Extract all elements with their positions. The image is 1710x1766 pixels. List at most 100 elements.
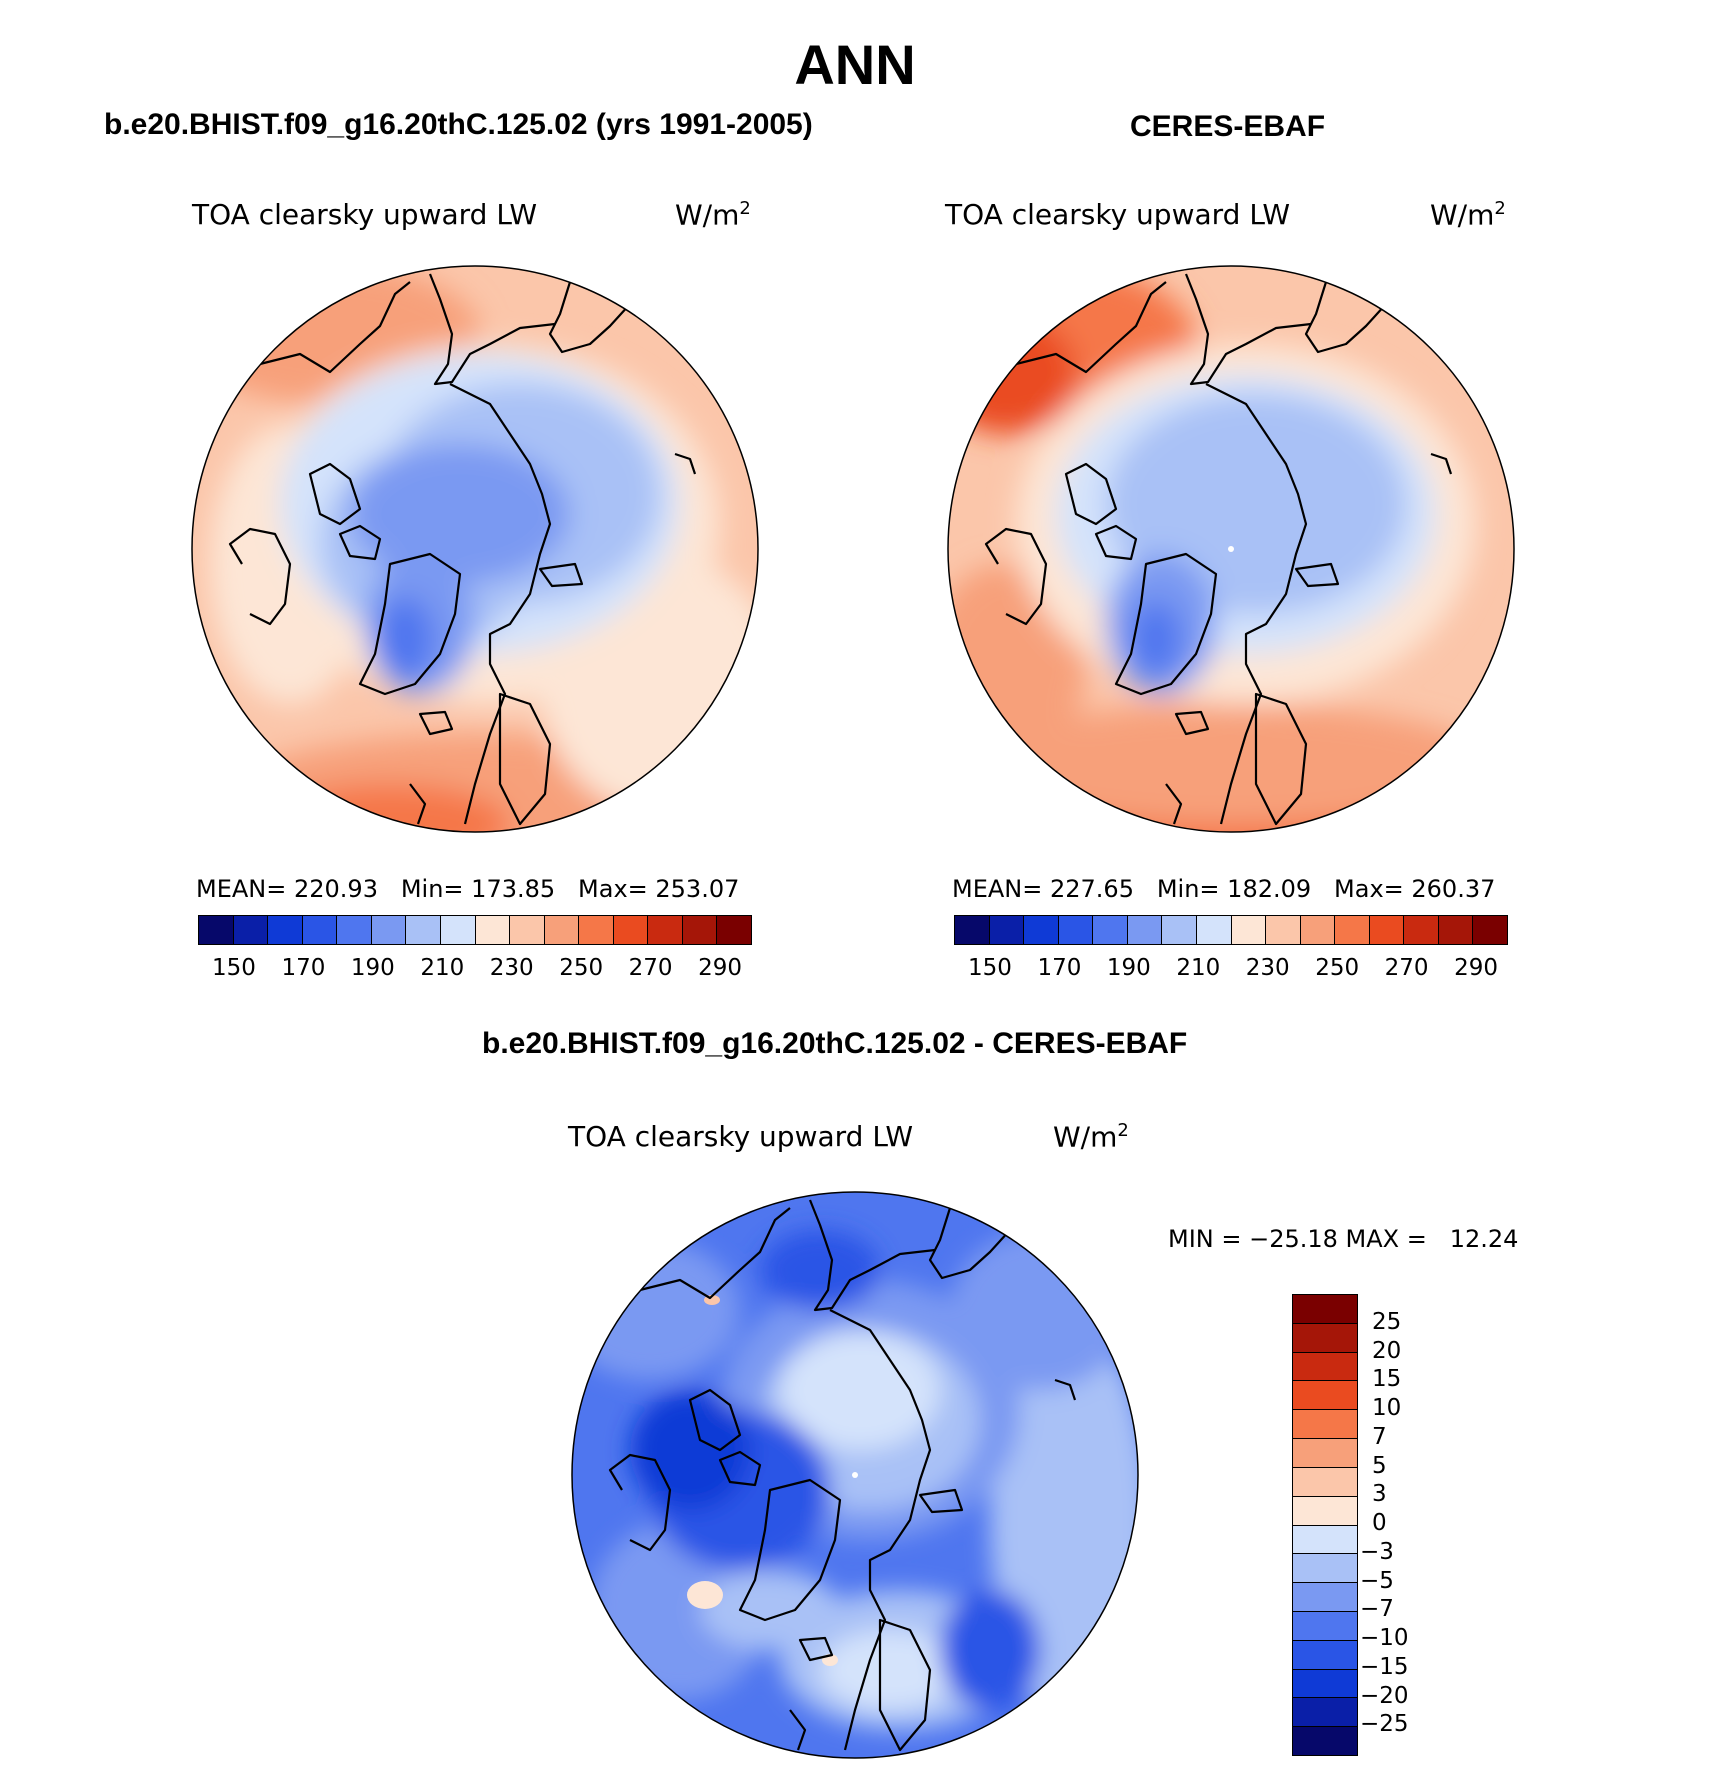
colorbar-swatch bbox=[1266, 916, 1301, 944]
colorbar-swatch bbox=[1024, 916, 1059, 944]
diff-stats: MIN = −25.18 MAX = 12.24 bbox=[1168, 1225, 1519, 1253]
colorbar-swatch bbox=[544, 916, 580, 944]
model-polar-map bbox=[191, 265, 759, 833]
obs-colorbar-ticks: 150 170 190 210 230 250 270 290 bbox=[968, 955, 1498, 981]
obs-unit-label: W/m2 bbox=[1430, 198, 1506, 232]
colorbar-tick: 0 bbox=[1372, 1510, 1387, 1536]
model-colorbar-ticks: 150 170 190 210 230 250 270 290 bbox=[212, 955, 742, 981]
colorbar-tick: −7 bbox=[1360, 1596, 1394, 1623]
colorbar-tick: 210 bbox=[420, 955, 465, 981]
colorbar-swatch bbox=[682, 916, 718, 944]
model-colorbar bbox=[198, 915, 752, 945]
colorbar-tick: −20 bbox=[1360, 1682, 1409, 1709]
colorbar-swatch bbox=[1293, 1583, 1357, 1612]
colorbar-swatch bbox=[233, 916, 269, 944]
colorbar-swatch bbox=[1127, 916, 1163, 944]
colorbar-tick: 270 bbox=[1384, 955, 1429, 981]
diff-colorbar-ticks: 25 20 15 10 7 5 3 0 −3 −5 −7 −10 −15 −20 −25 bbox=[1360, 1294, 1492, 1754]
colorbar-swatch bbox=[717, 916, 751, 944]
obs-panel-title: CERES-EBAF bbox=[1130, 110, 1326, 143]
model-unit-label: W/m2 bbox=[675, 198, 751, 232]
colorbar-tick: −3 bbox=[1360, 1538, 1394, 1565]
colorbar-swatch bbox=[1293, 1669, 1357, 1699]
colorbar-swatch bbox=[1293, 1496, 1357, 1526]
colorbar-swatch bbox=[1162, 916, 1197, 944]
colorbar-tick: −10 bbox=[1360, 1625, 1409, 1651]
colorbar-swatch bbox=[1293, 1698, 1357, 1728]
model-stats: MEAN= 220.93 Min= 173.85 Max= 253.07 bbox=[196, 875, 740, 903]
colorbar-swatch bbox=[199, 916, 234, 944]
colorbar-swatch bbox=[337, 916, 372, 944]
diff-colorbar bbox=[1292, 1294, 1358, 1756]
colorbar-swatch bbox=[1369, 916, 1405, 944]
colorbar-tick: 170 bbox=[1037, 955, 1082, 981]
diff-panel-title: b.e20.BHIST.f09_g16.20thC.125.02 - CERES… bbox=[482, 1027, 1188, 1060]
colorbar-tick: 7 bbox=[1372, 1423, 1387, 1450]
colorbar-swatch bbox=[1335, 916, 1370, 944]
colorbar-tick: 10 bbox=[1372, 1395, 1402, 1421]
colorbar-swatch bbox=[579, 916, 614, 944]
colorbar-tick: 190 bbox=[1106, 955, 1151, 981]
diff-polar-map bbox=[571, 1191, 1139, 1759]
colorbar-tick: 150 bbox=[212, 955, 256, 981]
colorbar-tick: 5 bbox=[1372, 1452, 1387, 1479]
colorbar-swatch bbox=[1293, 1727, 1357, 1755]
colorbar-swatch bbox=[1438, 916, 1474, 944]
colorbar-tick: 250 bbox=[559, 955, 604, 981]
colorbar-tick: 210 bbox=[1176, 955, 1221, 981]
obs-colorbar bbox=[954, 915, 1508, 945]
model-variable-label: TOA clearsky upward LW bbox=[192, 198, 538, 231]
colorbar-tick: 15 bbox=[1372, 1366, 1402, 1393]
colorbar-tick: 150 bbox=[968, 955, 1012, 981]
colorbar-swatch bbox=[1293, 1439, 1357, 1468]
colorbar-swatch bbox=[1293, 1525, 1357, 1555]
colorbar-tick: 290 bbox=[1454, 955, 1498, 981]
colorbar-swatch bbox=[1196, 916, 1232, 944]
obs-variable-label: TOA clearsky upward LW bbox=[945, 198, 1291, 231]
colorbar-swatch bbox=[1293, 1611, 1357, 1641]
colorbar-swatch bbox=[1231, 916, 1267, 944]
colorbar-swatch bbox=[648, 916, 683, 944]
colorbar-swatch bbox=[1300, 916, 1336, 944]
colorbar-swatch bbox=[989, 916, 1025, 944]
colorbar-swatch bbox=[1293, 1323, 1357, 1353]
colorbar-swatch bbox=[1293, 1467, 1357, 1497]
diff-variable-label: TOA clearsky upward LW bbox=[568, 1120, 914, 1153]
colorbar-swatch bbox=[1293, 1295, 1357, 1324]
colorbar-swatch bbox=[371, 916, 407, 944]
colorbar-swatch bbox=[955, 916, 990, 944]
colorbar-tick: −15 bbox=[1360, 1653, 1409, 1680]
colorbar-tick: −5 bbox=[1360, 1567, 1394, 1594]
colorbar-tick: 230 bbox=[1245, 955, 1290, 981]
model-panel-title: b.e20.BHIST.f09_g16.20thC.125.02 (yrs 19… bbox=[104, 108, 813, 141]
colorbar-swatch bbox=[406, 916, 441, 944]
colorbar-swatch bbox=[1404, 916, 1439, 944]
colorbar-tick: 250 bbox=[1315, 955, 1360, 981]
colorbar-swatch bbox=[440, 916, 476, 944]
colorbar-tick: 25 bbox=[1372, 1308, 1402, 1335]
colorbar-tick: 290 bbox=[698, 955, 742, 981]
colorbar-tick: 170 bbox=[281, 955, 326, 981]
colorbar-swatch bbox=[1473, 916, 1507, 944]
colorbar-tick: 190 bbox=[350, 955, 395, 981]
colorbar-swatch bbox=[1293, 1352, 1357, 1382]
obs-polar-map bbox=[947, 265, 1515, 833]
colorbar-tick: 20 bbox=[1372, 1337, 1402, 1364]
colorbar-swatch bbox=[1293, 1381, 1357, 1411]
obs-stats: MEAN= 227.65 Min= 182.09 Max= 260.37 bbox=[952, 875, 1496, 903]
colorbar-swatch bbox=[1093, 916, 1128, 944]
colorbar-tick: 230 bbox=[489, 955, 534, 981]
colorbar-swatch bbox=[268, 916, 303, 944]
colorbar-swatch bbox=[510, 916, 545, 944]
figure-title: ANN bbox=[794, 33, 916, 96]
diff-unit-label: W/m2 bbox=[1053, 1120, 1129, 1154]
colorbar-swatch bbox=[1293, 1554, 1357, 1584]
colorbar-tick: −25 bbox=[1360, 1711, 1409, 1738]
colorbar-swatch bbox=[475, 916, 511, 944]
colorbar-swatch bbox=[1293, 1640, 1357, 1670]
colorbar-swatch bbox=[1058, 916, 1094, 944]
colorbar-swatch bbox=[613, 916, 649, 944]
colorbar-tick: 270 bbox=[628, 955, 673, 981]
colorbar-swatch bbox=[302, 916, 338, 944]
colorbar-swatch bbox=[1293, 1410, 1357, 1440]
